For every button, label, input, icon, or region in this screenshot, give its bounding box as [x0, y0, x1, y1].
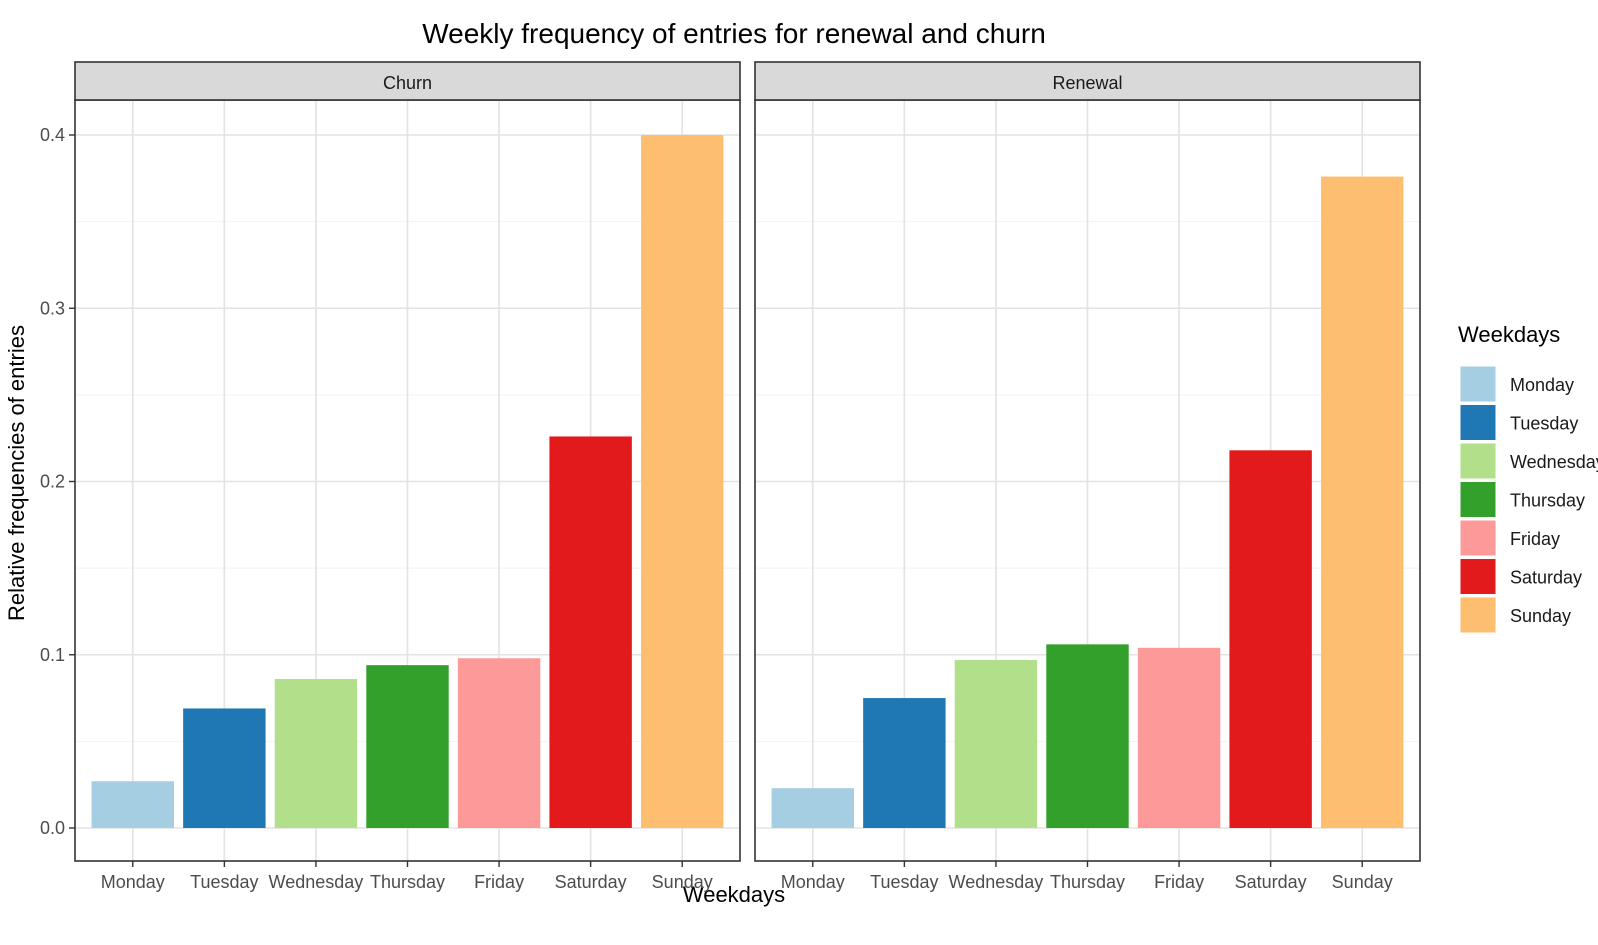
plot-layer: Churn Monday Tuesday Wednesday Thursday Frida…	[40, 61, 1421, 892]
legend-item-sunday: Sunday	[1459, 596, 1571, 634]
strip-label: Renewal	[1052, 73, 1122, 93]
x-axis-label: Weekdays	[683, 882, 785, 907]
chart-title: Weekly frequency of entries for renewal …	[422, 18, 1046, 49]
strip-background	[74, 61, 741, 101]
bar-churn-tuesday	[183, 708, 266, 828]
legend-label: Sunday	[1510, 606, 1571, 626]
strip-background	[754, 61, 1421, 101]
bar-renewal-tuesday	[863, 698, 946, 828]
legend-item-monday: Monday	[1459, 365, 1574, 403]
bar-renewal-sunday	[1321, 176, 1404, 828]
y-axis-label: Relative frequencies of entries	[4, 325, 29, 621]
x-tick-label: Wednesday	[949, 872, 1044, 892]
y-tick-label: 0.3	[40, 298, 65, 318]
legend-label: Tuesday	[1510, 414, 1578, 434]
x-tick-label: Friday	[474, 872, 524, 892]
legend-label: Monday	[1510, 375, 1574, 395]
bar-churn-friday	[457, 658, 541, 828]
legend-key	[1459, 442, 1497, 480]
bar-renewal-wednesday	[954, 659, 1038, 828]
legend-title: Weekdays	[1458, 322, 1560, 347]
bar-churn-thursday	[366, 665, 449, 828]
bar-renewal-friday	[1137, 647, 1221, 828]
legend-item-friday: Friday	[1459, 519, 1560, 557]
bar-renewal-thursday	[1046, 644, 1129, 828]
legend-label: Wednesday	[1510, 452, 1598, 472]
x-tick-label: Friday	[1154, 872, 1204, 892]
legend-key	[1459, 481, 1497, 518]
x-tick-label: Monday	[781, 872, 845, 892]
strip-label: Churn	[383, 73, 432, 93]
x-tick-label: Sunday	[1332, 872, 1393, 892]
x-tick-label: Tuesday	[870, 872, 938, 892]
x-tick-label: Monday	[101, 872, 165, 892]
x-tick-label: Thursday	[1050, 872, 1125, 892]
legend: Monday Tuesday Wednesday Thursday Friday Satu…	[1459, 365, 1598, 634]
y-tick-label: 0.0	[40, 818, 65, 838]
legend-label: Friday	[1510, 529, 1560, 549]
y-tick-label: 0.4	[40, 125, 65, 145]
facet-panel-renewal: Renewal Monday Tuesday Wednesday Thursday Fri…	[754, 61, 1421, 892]
legend-key	[1459, 404, 1497, 441]
x-tick-label: Thursday	[370, 872, 445, 892]
bar-churn-saturday	[549, 436, 632, 828]
legend-key	[1459, 365, 1497, 403]
legend-key	[1459, 596, 1497, 634]
legend-item-thursday: Thursday	[1459, 481, 1585, 518]
bar-churn-monday	[91, 781, 174, 828]
x-tick-label: Sunday	[652, 872, 713, 892]
legend-item-wednesday: Wednesday	[1459, 442, 1598, 480]
facet-panel-churn: Churn Monday Tuesday Wednesday Thursday Frida…	[40, 61, 741, 892]
legend-item-saturday: Saturday	[1459, 558, 1582, 595]
x-tick-label: Wednesday	[269, 872, 364, 892]
legend-label: Thursday	[1510, 491, 1585, 511]
legend-key	[1459, 558, 1497, 595]
bar-renewal-monday	[771, 788, 854, 828]
legend-label: Saturday	[1510, 568, 1582, 588]
x-tick-label: Tuesday	[190, 872, 258, 892]
y-tick-label: 0.2	[40, 472, 65, 492]
legend-item-tuesday: Tuesday	[1459, 404, 1578, 441]
x-tick-label: Saturday	[555, 872, 627, 892]
y-tick-label: 0.1	[40, 645, 65, 665]
bar-renewal-saturday	[1229, 450, 1312, 828]
bar-churn-sunday	[641, 135, 724, 828]
legend-key	[1459, 519, 1497, 557]
x-tick-label: Saturday	[1235, 872, 1307, 892]
bar-churn-wednesday	[274, 679, 358, 828]
